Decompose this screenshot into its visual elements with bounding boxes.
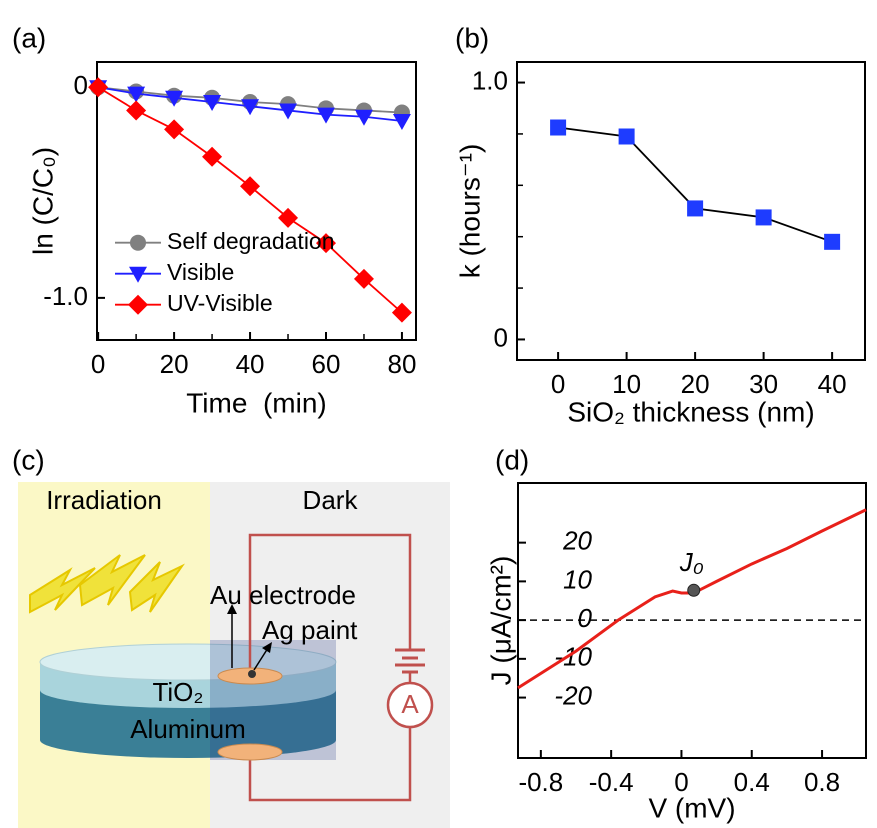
x-tick-label: 10: [612, 369, 641, 399]
x-tick-label: 0.8: [804, 767, 840, 797]
panel-label: (d): [495, 444, 529, 475]
y-tick-label: 10: [563, 564, 592, 594]
marker: [687, 200, 703, 216]
label: Ag paint: [262, 615, 358, 645]
marker: [756, 209, 772, 225]
x-tick-label: 40: [236, 349, 265, 379]
ammeter-label: A: [401, 689, 419, 719]
x-tick-label: 60: [312, 349, 341, 379]
y-tick-label: -20: [554, 680, 592, 710]
x-tick-label: 0.4: [734, 767, 770, 797]
marker: [619, 129, 635, 145]
label: TiO₂: [152, 677, 203, 707]
y-tick-label: 20: [562, 526, 592, 556]
y-axis-title: ln (C/C₀): [27, 147, 58, 255]
legend-label: Visible: [167, 259, 234, 285]
y-axis-title: J (μA/cm²): [485, 556, 516, 686]
panel-label: (b): [455, 22, 489, 53]
x-axis-title: Time (min): [186, 387, 327, 418]
x-tick-label: 0: [91, 349, 105, 379]
x-tick-label: -0.8: [518, 767, 563, 797]
legend-label: UV-Visible: [167, 290, 273, 316]
y-tick-label: 0: [578, 603, 593, 633]
marker: [130, 235, 146, 251]
y-tick-label: 0: [494, 322, 508, 352]
label: Irradiation: [46, 485, 162, 515]
label: Au electrode: [210, 580, 356, 610]
x-tick-label: 40: [818, 369, 847, 399]
marker: [202, 147, 222, 167]
y-tick-label: 0: [74, 70, 88, 100]
label: Aluminum: [130, 714, 246, 744]
marker: [824, 234, 840, 250]
x-tick-label: 0: [551, 369, 565, 399]
x-axis-title: V (mV): [648, 792, 735, 823]
marker: [240, 176, 260, 196]
y-tick-label: -1.0: [43, 281, 88, 311]
x-tick-label: 20: [160, 349, 189, 379]
marker: [393, 114, 411, 130]
marker: [278, 208, 298, 228]
annotated-point: [688, 584, 700, 596]
marker: [126, 100, 146, 120]
x-tick-label: 30: [749, 369, 778, 399]
bottom-electrode: [218, 744, 282, 760]
panel-label: (c): [12, 444, 45, 475]
y-tick-label: 1.0: [472, 65, 508, 95]
marker: [128, 295, 148, 315]
panel-c: (c) Irradiation Dark A Au electrode: [12, 444, 450, 828]
label: Dark: [303, 485, 359, 515]
marker: [164, 119, 184, 139]
marker: [129, 267, 147, 283]
figure: (c) Irradiation Dark A Au electrode: [0, 0, 877, 828]
marker: [550, 120, 566, 136]
ag-paint: [248, 670, 256, 678]
panel-label: (a): [12, 22, 46, 53]
y-axis-title: k (hours⁻¹): [454, 144, 485, 279]
x-tick-label: -0.4: [589, 767, 634, 797]
x-axis-title: SiO₂ thickness (nm): [567, 396, 814, 427]
annotation: J₀: [679, 547, 704, 577]
legend-label: Self degradation: [167, 228, 335, 254]
series-line: [558, 128, 832, 242]
x-tick-label: 80: [387, 349, 416, 379]
x-tick-label: 20: [681, 369, 710, 399]
y-tick-label: -10: [554, 642, 592, 672]
